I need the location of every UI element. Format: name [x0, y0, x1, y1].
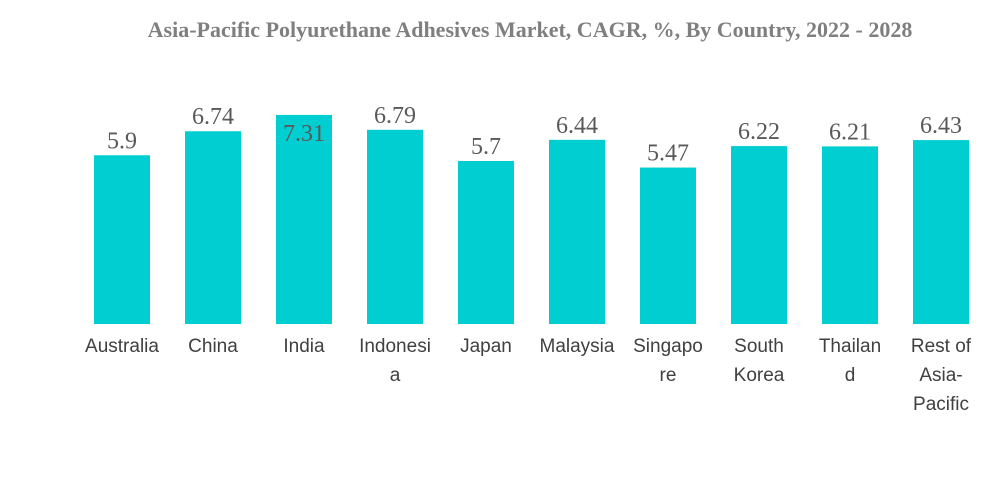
value-label: 6.74: [192, 104, 234, 130]
value-label: 6.22: [738, 119, 780, 145]
category-label: Australia: [85, 336, 159, 357]
bar-australia: [94, 155, 150, 324]
value-label: 5.7: [471, 134, 501, 160]
category-label: Thailan d: [819, 336, 881, 386]
category-label: India: [283, 336, 325, 357]
category-label: Indonesi a: [359, 336, 431, 386]
bar-china: [185, 131, 241, 324]
category-label: Singapo re: [633, 336, 703, 386]
value-label: 7.31: [283, 121, 325, 147]
bar-south-korea: [731, 146, 787, 324]
bar-japan: [458, 160, 514, 324]
category-label: South Korea: [734, 336, 785, 386]
category-label: China: [188, 336, 238, 357]
chart-title: Asia-Pacific Polyurethane Adhesives Mark…: [147, 17, 913, 42]
category-label: Rest of Asia-Pacific: [911, 336, 972, 415]
value-label: 6.44: [556, 113, 598, 139]
value-label: 6.43: [920, 113, 962, 139]
bar-rest-of-asia-pacific: [913, 140, 969, 324]
bar-india: [276, 114, 332, 325]
bar-malaysia: [549, 139, 605, 324]
value-label: 6.21: [829, 119, 871, 145]
value-label: 5.47: [647, 141, 689, 167]
category-label: Japan: [460, 336, 512, 357]
category-label: Malaysia: [540, 336, 615, 357]
bar-singapore: [640, 167, 696, 324]
value-label: 5.9: [107, 128, 137, 154]
value-label: 6.79: [374, 103, 416, 129]
bar-thailand: [822, 146, 878, 324]
bar-indonesia: [367, 129, 423, 324]
